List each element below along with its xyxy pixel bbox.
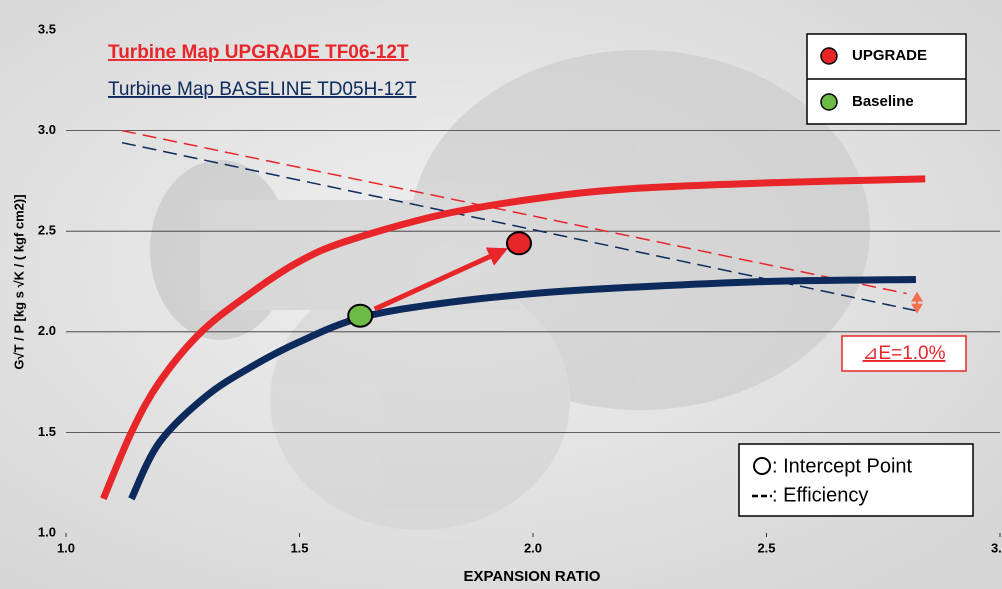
- y-tick-label: 2.5: [38, 223, 56, 238]
- delta-arrow-head: [911, 291, 923, 314]
- x-tick-label: 3.0: [991, 540, 1002, 555]
- y-tick-label: 3.0: [38, 122, 56, 137]
- y-axis-label: G√T / P [kg s √K / ( kgf cm2)]: [11, 194, 26, 369]
- x-tick-label: 2.5: [757, 540, 775, 555]
- y-tick-label: 2.0: [38, 323, 56, 338]
- y-tick-label: 1.0: [38, 524, 56, 539]
- key-box: : Intercept Point : Efficiency: [738, 443, 974, 517]
- legend-marker: [820, 47, 838, 65]
- title-upgrade: Turbine Map UPGRADE TF06-12T: [108, 42, 409, 63]
- title-baseline: Turbine Map BASELINE TD05H-12T: [108, 79, 417, 100]
- annotation: ⊿E=1.0%: [863, 343, 946, 364]
- legend-marker: [820, 93, 838, 111]
- x-tick-label: 1.5: [290, 540, 308, 555]
- x-axis-label: EXPANSION RATIO: [464, 568, 601, 585]
- legend-label: UPGRADE: [852, 47, 927, 64]
- y-tick-label: 3.5: [38, 21, 56, 36]
- curve: [128, 275, 916, 501]
- curve: [100, 175, 926, 501]
- efficiency-line: [121, 129, 907, 295]
- legend-label: Baseline: [852, 93, 914, 110]
- shift-arrow: [373, 247, 509, 312]
- annotation-box: ⊿E=1.0%: [841, 335, 967, 372]
- key-efficiency: : Efficiency: [772, 484, 868, 506]
- intercept-point: [347, 303, 374, 328]
- key-intercept: : Intercept Point: [772, 455, 913, 477]
- x-tick-label: 1.0: [57, 540, 75, 555]
- y-tick-label: 1.5: [38, 424, 56, 439]
- legend: UPGRADE Baseline: [806, 33, 967, 125]
- intercept-point: [505, 231, 532, 256]
- turbo-illustration: [150, 50, 870, 530]
- x-tick-label: 2.0: [524, 540, 542, 555]
